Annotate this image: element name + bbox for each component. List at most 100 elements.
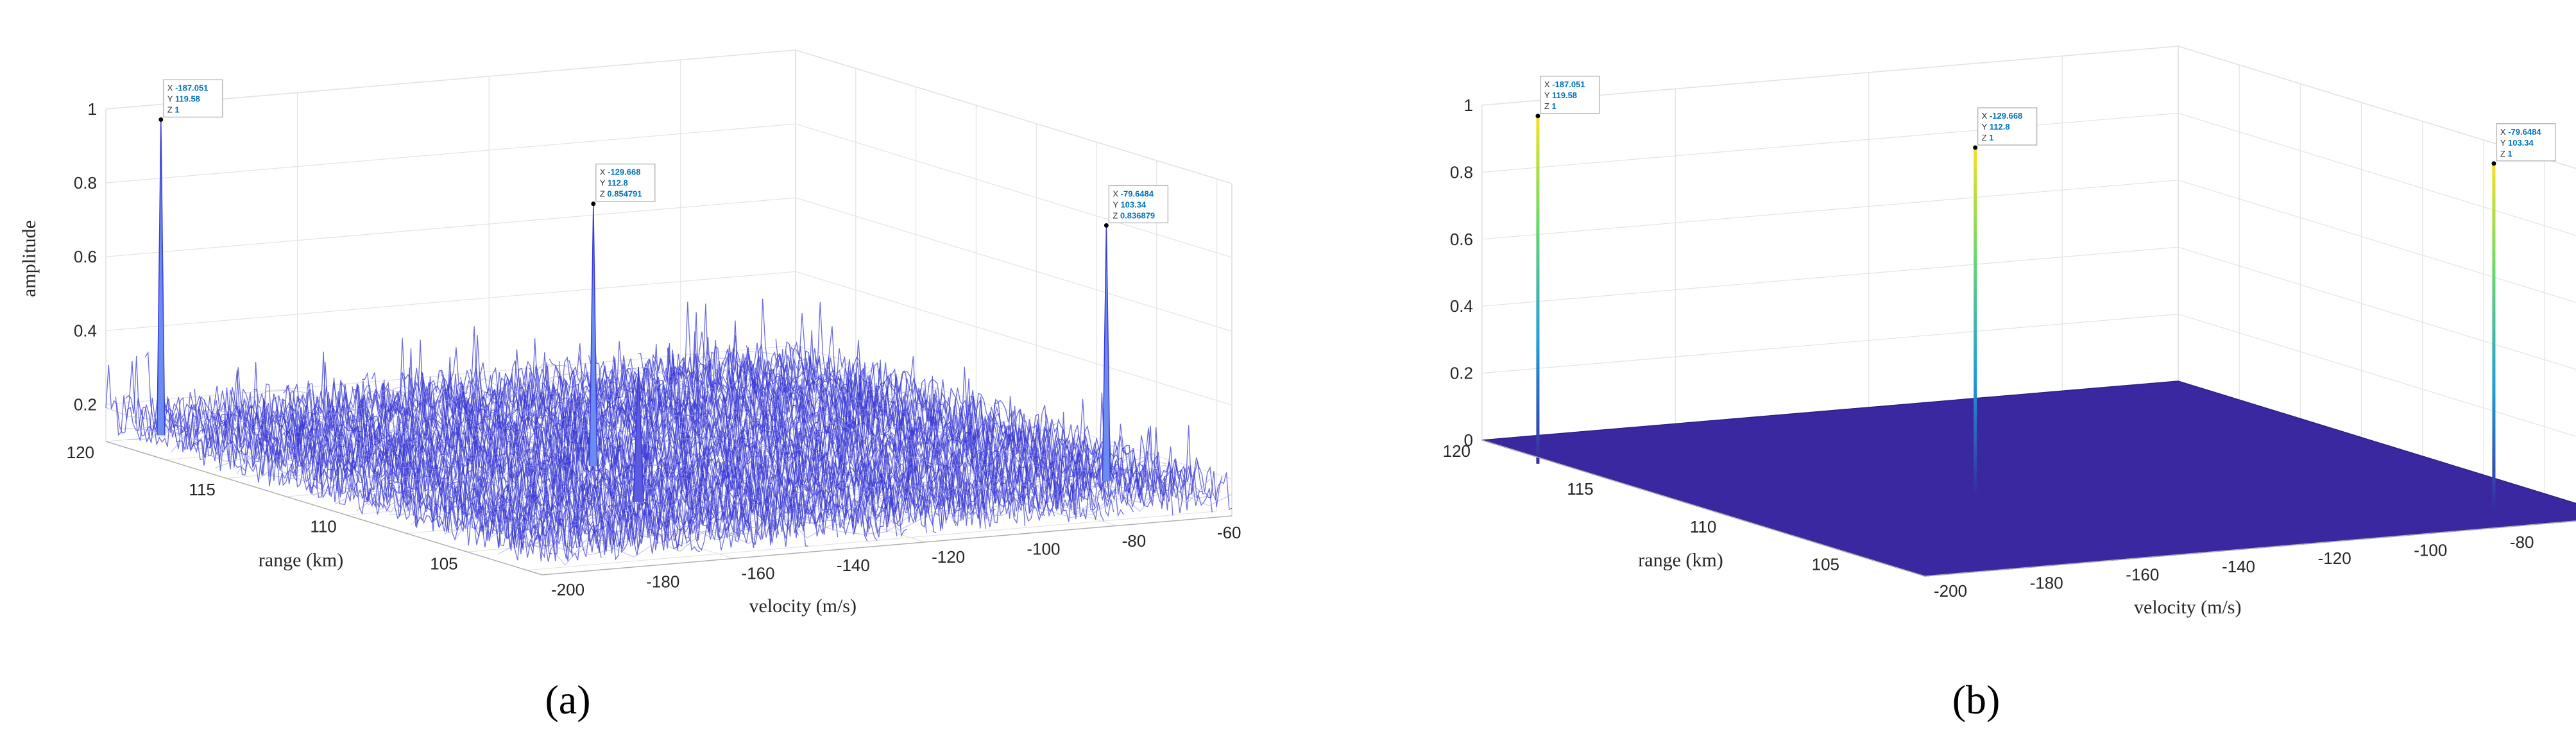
range-axis-label: range (km)	[1638, 550, 1723, 571]
peak-stem	[157, 119, 166, 436]
peak-marker	[158, 117, 164, 122]
datatip-line: Y 119.58	[1544, 90, 1577, 100]
datatip-value: 103.34	[2508, 138, 2534, 148]
datatip-value: 0.836879	[1120, 210, 1155, 220]
surface-mesh-col	[312, 419, 1003, 496]
datatip-key: Y	[2500, 138, 2508, 148]
surface-mesh-row	[785, 313, 1223, 508]
velocity-tick-label: -120	[2318, 549, 2351, 568]
surface-mesh-col	[498, 465, 1189, 554]
datatip-key: X	[1113, 189, 1120, 198]
datatip-key: X	[600, 167, 608, 177]
surface-mesh-col	[411, 438, 1102, 525]
z-gridline	[1481, 246, 2576, 370]
datatip-line: Y 103.34	[1113, 200, 1147, 209]
x-gridline	[527, 178, 1218, 571]
surface-mesh-col	[236, 387, 927, 475]
datatip-line: X -129.668	[1982, 111, 2023, 121]
datatip-line: X -129.668	[600, 167, 641, 177]
datatip-line: Z 1	[1982, 133, 1994, 142]
datatip-line: X -79.6484	[2500, 127, 2541, 137]
datatip-value: 103.34	[1120, 200, 1147, 209]
peak-marker	[2491, 161, 2496, 166]
datatip-line: X -79.6484	[1113, 189, 1154, 198]
datatip-box	[2496, 123, 2556, 162]
surface-mesh-col	[509, 470, 1200, 539]
datatip-value: 1	[1551, 101, 1556, 111]
datatip-line: Z 1	[1544, 101, 1557, 111]
velocity-axis-line	[1924, 520, 2576, 577]
panel-a-label: (a)	[545, 677, 590, 722]
surface-mesh-col	[192, 373, 883, 452]
surface-mesh-col	[465, 452, 1156, 533]
z-tick-label: 1	[1464, 96, 1473, 115]
surface-ridge	[633, 366, 644, 502]
datatip-value: 119.58	[175, 94, 200, 103]
range-axis-line	[105, 441, 543, 576]
panel-b-label: (b)	[1952, 677, 2000, 722]
datatip-key: Y	[1113, 200, 1120, 209]
datatip-box	[595, 164, 656, 202]
surface-mesh-col	[138, 361, 829, 440]
datatip-value: 1	[1989, 133, 1993, 142]
datatip-key: Y	[167, 94, 175, 103]
velocity-tick-label: -60	[1217, 523, 1241, 542]
surface-mesh-col	[302, 409, 993, 493]
velocity-axis-line	[542, 515, 1233, 576]
datatip-line: Z 0.836879	[1113, 210, 1155, 220]
datatip-line: Y 103.34	[2500, 138, 2534, 148]
datatip-key: X	[167, 83, 175, 92]
surface-mesh-col	[280, 404, 971, 481]
datatip-value: -187.051	[175, 83, 208, 92]
datatip-value: 112.8	[1990, 122, 2010, 132]
datatip-line: X -187.051	[167, 83, 209, 92]
surface-mesh-col	[214, 391, 905, 468]
datatip-key: Y	[600, 178, 608, 188]
datatip-box	[1977, 107, 2038, 146]
datatip-line: X -187.051	[1544, 80, 1585, 89]
datatip-box	[1108, 185, 1168, 223]
velocity-tick-label: -100	[2414, 541, 2447, 560]
datatip-key: Y	[1544, 90, 1552, 100]
datatip-line: Z 1	[2500, 149, 2512, 158]
datatip-value: -129.668	[1990, 111, 2022, 121]
z-tick-label: 0.4	[74, 321, 97, 340]
peak-stem	[589, 203, 598, 466]
datatip-key: Z	[1544, 101, 1552, 111]
datatip-line: Y 112.8	[1982, 122, 2010, 132]
z-gridline	[105, 49, 1233, 184]
surface-mesh-row	[243, 393, 681, 551]
datatip-key: Z	[1982, 133, 1990, 142]
surface-floor	[1481, 380, 2576, 577]
surface-mesh-row	[341, 337, 780, 545]
peak-stem	[1536, 115, 1540, 464]
z-tick-label: 0.8	[74, 173, 97, 192]
range-tick-label: 115	[189, 480, 215, 499]
datatip-value: -129.668	[608, 167, 640, 177]
z-gridline	[105, 123, 1233, 258]
datatip-line: Y 112.8	[600, 178, 628, 188]
surface-mesh-col	[345, 423, 1036, 506]
velocity-tick-label: -200	[1934, 581, 1967, 601]
surface-mesh-col	[531, 482, 1222, 555]
surface-mesh-row	[755, 343, 1193, 511]
datatip-key: Y	[1982, 122, 1990, 132]
peak-marker	[1535, 114, 1540, 119]
velocity-axis-label: velocity (m/s)	[2134, 597, 2241, 618]
datatip-line: Z 0.854791	[600, 189, 642, 199]
range-tick-label: 115	[1567, 479, 1593, 499]
surface-mesh-col	[400, 445, 1091, 516]
surface-mesh-col	[432, 445, 1123, 521]
datatip-key: Z	[600, 189, 608, 199]
datatip-value: -187.051	[1552, 80, 1585, 89]
range-tick-label: 120	[67, 443, 94, 462]
datatip-key: Z	[167, 105, 175, 114]
peak-marker	[1973, 145, 1978, 150]
z-tick-label: 0	[1464, 431, 1473, 450]
range-tick-label: 105	[430, 554, 457, 573]
surface-mesh-col	[334, 422, 1025, 505]
velocity-tick-label: -180	[2030, 573, 2063, 592]
surface-mesh-col	[487, 468, 1178, 546]
velocity-tick-label: -160	[2126, 565, 2159, 585]
